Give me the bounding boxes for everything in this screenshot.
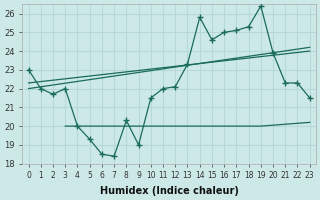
X-axis label: Humidex (Indice chaleur): Humidex (Indice chaleur)	[100, 186, 239, 196]
